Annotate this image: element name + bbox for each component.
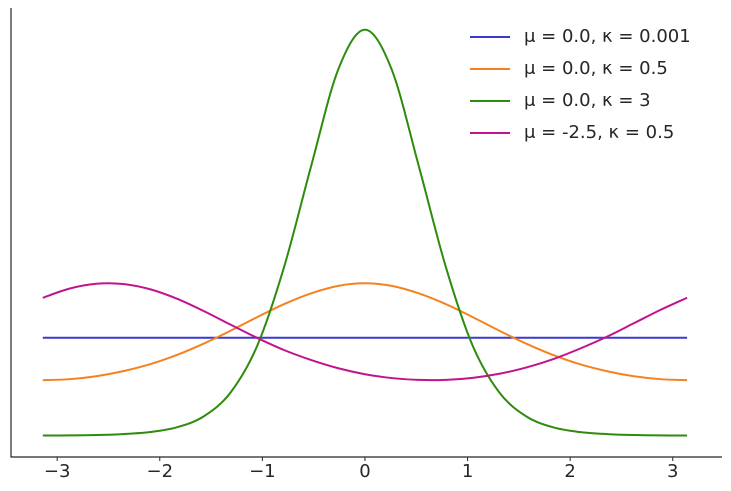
- legend-label: μ = 0.0, κ = 0.001: [524, 26, 691, 47]
- x-tick-label: −1: [249, 461, 276, 482]
- x-tick-label: −2: [146, 461, 173, 482]
- x-tick-label: −3: [44, 461, 71, 482]
- x-tick-label: 2: [564, 461, 575, 482]
- line: [42, 28, 688, 437]
- x-tick-label: 1: [462, 461, 473, 482]
- legend-label: μ = 0.0, κ = 0.5: [524, 58, 668, 79]
- line: [42, 282, 688, 382]
- x-tick-label: 0: [359, 461, 370, 482]
- legend-label: μ = -2.5, κ = 0.5: [524, 122, 674, 143]
- line: [42, 282, 688, 382]
- x-tick-label: 3: [667, 461, 678, 482]
- legend-label: μ = 0.0, κ = 3: [524, 90, 651, 111]
